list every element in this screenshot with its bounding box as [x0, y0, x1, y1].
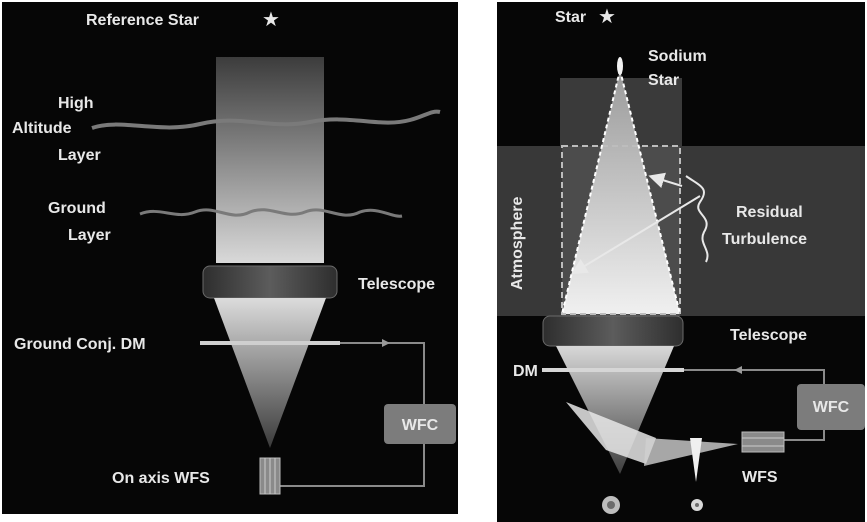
- telescope-optic: [202, 265, 338, 299]
- high-altitude-layer-label: High Altitude Layer: [12, 95, 101, 164]
- wfs-label: WFS: [742, 469, 778, 486]
- deformable-mirror: [542, 368, 684, 372]
- ground-layer-label: Ground Layer: [48, 200, 111, 244]
- wfs-sensor: [741, 431, 785, 453]
- deformable-mirror: [200, 341, 340, 345]
- high-altitude-turbulence-line: [91, 109, 441, 130]
- narrow-beam: [690, 438, 702, 482]
- dichroic-beam: [566, 402, 656, 464]
- star-icon: ★: [598, 6, 616, 28]
- atmosphere-label: Atmosphere: [509, 197, 526, 290]
- wfc-box: [384, 404, 456, 444]
- reference-star-icon: ★: [262, 9, 280, 31]
- feedback-arrow-icon: [734, 366, 742, 374]
- dm-label: Ground Conj. DM: [14, 336, 146, 353]
- star-label: Star: [555, 9, 586, 26]
- reference-star-label: Reference Star: [86, 12, 199, 29]
- left-panel: Reference Star ★ High Altitude Layer Gro…: [2, 2, 458, 514]
- sodium-beam-cone: [562, 70, 680, 314]
- ground-turbulence-line: [139, 208, 403, 218]
- telescope-label: Telescope: [358, 276, 435, 293]
- wfc-box: [797, 384, 865, 430]
- sodium-star-icon: [617, 57, 623, 75]
- wfc-label: WFC: [813, 399, 850, 416]
- turbulence-region-box: [561, 145, 681, 315]
- dm-label: DM: [513, 363, 538, 380]
- light-column: [216, 57, 324, 263]
- lower-beam-cone: [556, 346, 674, 474]
- feedback-arrow-icon: [382, 339, 390, 347]
- sodium-star-label: Sodium Star: [648, 48, 711, 89]
- telescope-optic: [542, 315, 684, 347]
- residual-arrow-wiggle: [685, 175, 709, 263]
- right-panel: Star ★ Sodium Star Atmosphere Residual T…: [497, 2, 865, 522]
- residual-turbulence-label: Residual Turbulence: [722, 204, 807, 248]
- wfc-label: WFC: [402, 417, 439, 434]
- beam-cone: [214, 298, 326, 448]
- wfs-label: On axis WFS: [112, 470, 210, 487]
- wfs-beam: [644, 438, 738, 466]
- telescope-label: Telescope: [730, 327, 807, 344]
